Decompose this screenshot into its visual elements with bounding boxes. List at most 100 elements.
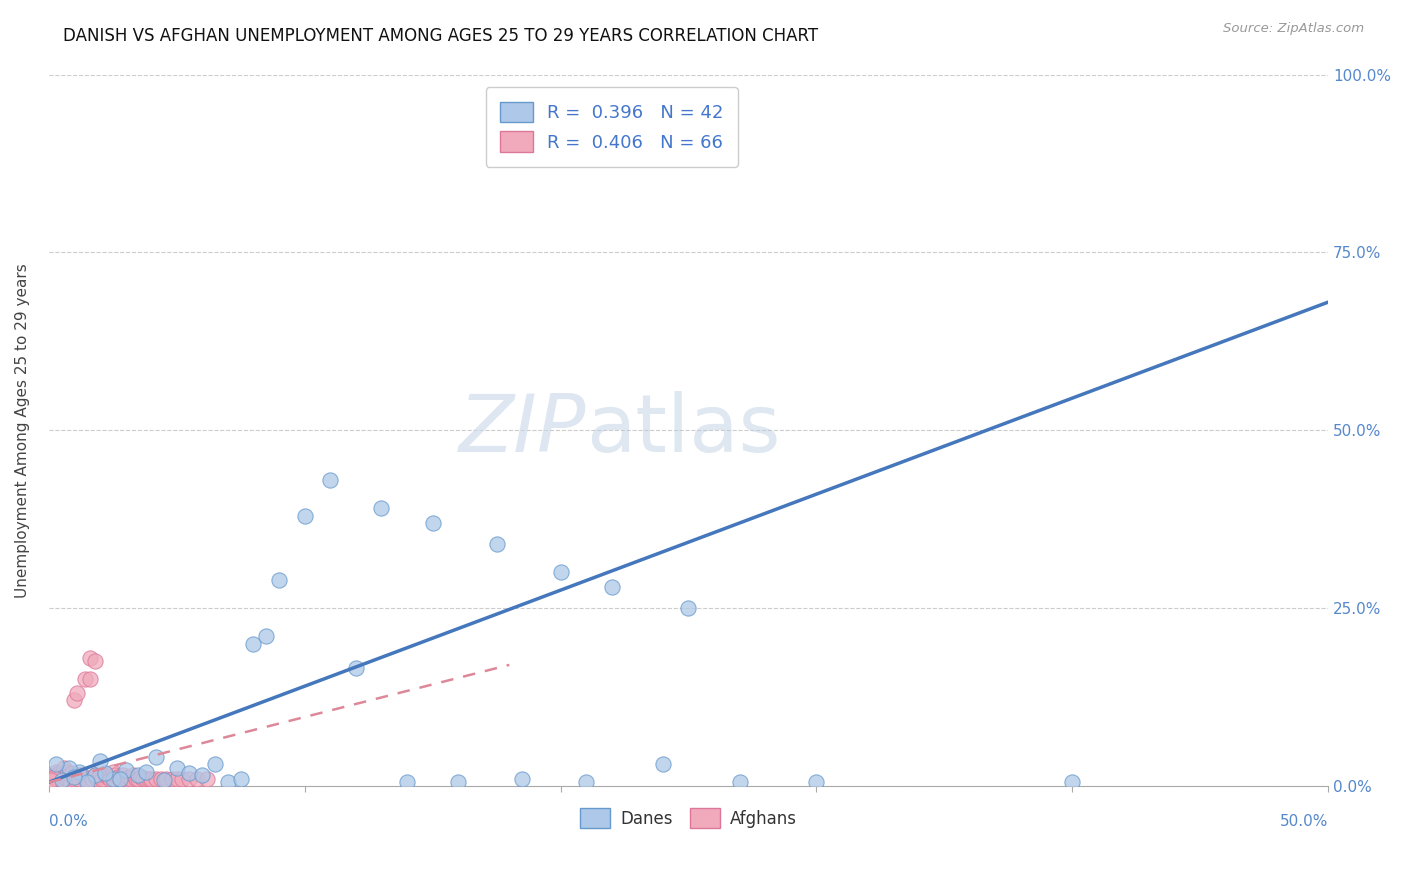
- Point: [422, 516, 444, 530]
- Point: [94, 768, 117, 782]
- Point: [89, 770, 111, 784]
- Point: [104, 772, 127, 786]
- Point: [344, 661, 367, 675]
- Text: 50.0%: 50.0%: [1279, 814, 1329, 830]
- Point: [150, 772, 173, 786]
- Point: [114, 763, 136, 777]
- Point: [45, 772, 67, 786]
- Point: [170, 772, 193, 786]
- Point: [58, 761, 80, 775]
- Point: [191, 768, 214, 782]
- Point: [600, 580, 623, 594]
- Point: [70, 768, 93, 782]
- Point: [127, 772, 149, 786]
- Point: [97, 770, 120, 784]
- Point: [82, 772, 104, 786]
- Point: [138, 772, 160, 786]
- Point: [678, 601, 700, 615]
- Point: [294, 508, 316, 523]
- Point: [186, 772, 208, 786]
- Point: [197, 772, 219, 786]
- Point: [45, 757, 67, 772]
- Point: [160, 772, 183, 786]
- Point: [319, 473, 342, 487]
- Point: [550, 566, 572, 580]
- Point: [139, 772, 162, 786]
- Point: [101, 764, 124, 779]
- Point: [91, 772, 114, 786]
- Point: [447, 775, 470, 789]
- Text: DANISH VS AFGHAN UNEMPLOYMENT AMONG AGES 25 TO 29 YEARS CORRELATION CHART: DANISH VS AFGHAN UNEMPLOYMENT AMONG AGES…: [63, 27, 818, 45]
- Point: [101, 772, 124, 786]
- Point: [89, 754, 111, 768]
- Point: [204, 757, 226, 772]
- Point: [127, 768, 149, 782]
- Point: [83, 654, 105, 668]
- Point: [51, 768, 73, 782]
- Point: [63, 770, 86, 784]
- Point: [94, 766, 117, 780]
- Point: [129, 770, 152, 784]
- Point: [145, 750, 167, 764]
- Point: [98, 772, 121, 786]
- Point: [83, 768, 105, 782]
- Point: [104, 768, 127, 782]
- Point: [63, 693, 86, 707]
- Point: [58, 773, 80, 788]
- Text: atlas: atlas: [586, 392, 780, 469]
- Point: [69, 764, 91, 779]
- Point: [73, 672, 96, 686]
- Text: ZIP: ZIP: [458, 392, 586, 469]
- Point: [806, 775, 828, 789]
- Point: [60, 766, 83, 780]
- Point: [267, 573, 290, 587]
- Point: [42, 770, 65, 784]
- Point: [83, 768, 105, 782]
- Point: [575, 775, 598, 789]
- Point: [155, 772, 177, 786]
- Point: [48, 770, 70, 784]
- Point: [86, 772, 108, 786]
- Point: [69, 772, 91, 786]
- Point: [395, 775, 418, 789]
- Point: [120, 772, 142, 786]
- Point: [1062, 775, 1084, 789]
- Point: [69, 768, 91, 782]
- Point: [53, 761, 76, 775]
- Point: [728, 775, 751, 789]
- Point: [370, 501, 392, 516]
- Point: [179, 772, 201, 786]
- Point: [110, 772, 132, 786]
- Point: [132, 772, 155, 786]
- Point: [39, 773, 62, 788]
- Point: [166, 761, 188, 775]
- Point: [107, 770, 129, 784]
- Point: [53, 770, 76, 784]
- Point: [39, 772, 62, 786]
- Point: [651, 757, 673, 772]
- Point: [229, 772, 252, 786]
- Point: [254, 629, 277, 643]
- Point: [79, 650, 101, 665]
- Point: [55, 772, 77, 786]
- Point: [42, 773, 65, 788]
- Point: [39, 775, 62, 789]
- Point: [45, 768, 67, 782]
- Point: [76, 772, 98, 786]
- Point: [76, 775, 98, 789]
- Point: [166, 772, 188, 786]
- Legend: Danes, Afghans: Danes, Afghans: [574, 802, 803, 834]
- Point: [217, 775, 239, 789]
- Point: [242, 636, 264, 650]
- Point: [110, 772, 132, 786]
- Point: [51, 773, 73, 788]
- Point: [117, 770, 139, 784]
- Point: [42, 772, 65, 786]
- Text: Source: ZipAtlas.com: Source: ZipAtlas.com: [1223, 22, 1364, 36]
- Point: [122, 768, 145, 782]
- Point: [510, 772, 533, 786]
- Point: [485, 537, 508, 551]
- Point: [135, 764, 157, 779]
- Point: [58, 768, 80, 782]
- Point: [111, 768, 134, 782]
